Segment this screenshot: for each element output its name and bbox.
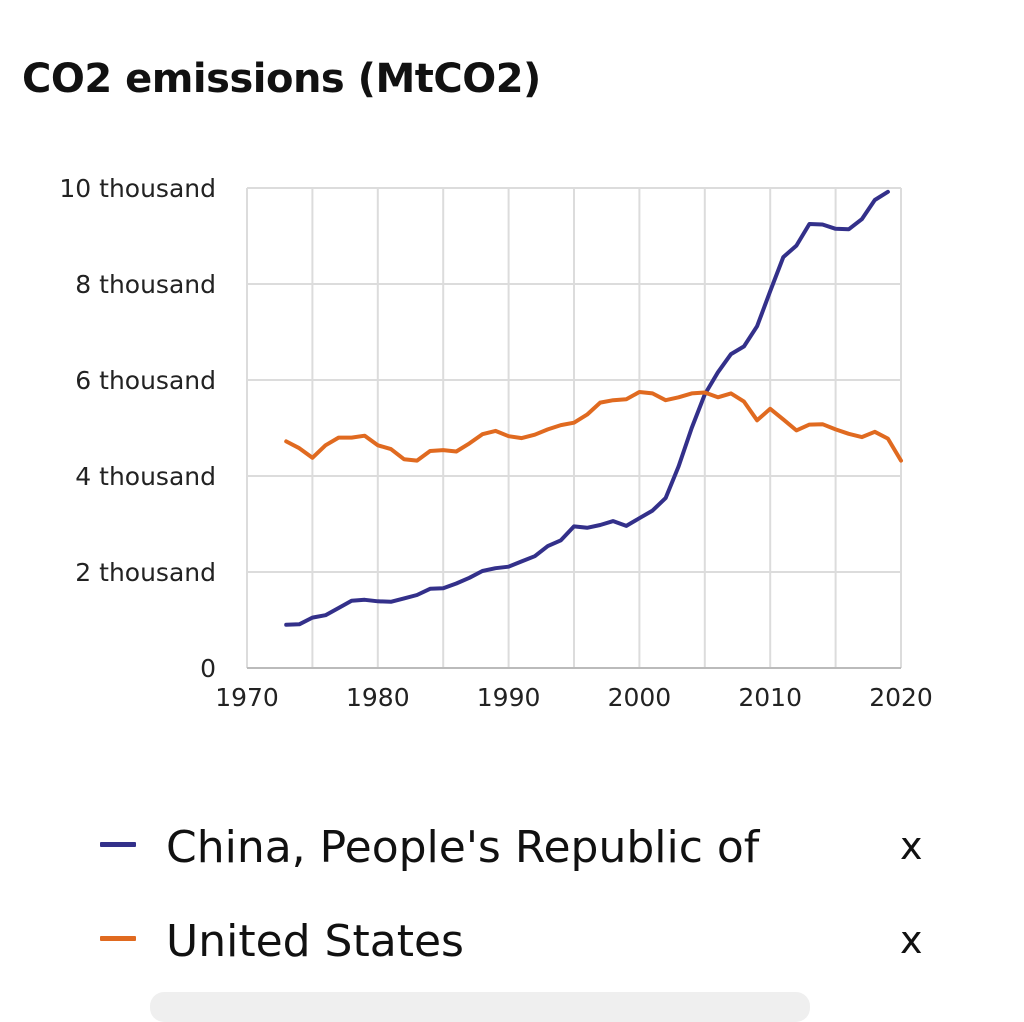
y-tick-label: 4 thousand <box>75 462 216 491</box>
line-chart: 0 2 thousand 4 thousand 6 thousand 8 thousan… <box>59 174 932 712</box>
series-line-china <box>284 189 890 627</box>
y-tick-label: 10 thousand <box>59 174 216 203</box>
y-tick-label: 0 <box>200 654 216 683</box>
axes: 0 2 thousand 4 thousand 6 thousand 8 thousan… <box>59 174 932 712</box>
legend-swatch-china <box>100 842 136 847</box>
y-tick-label: 6 thousand <box>75 366 216 395</box>
legend-item-united-states: United States x <box>100 914 940 1008</box>
x-tick-label: 1990 <box>477 683 541 712</box>
x-tick-label: 1980 <box>346 683 410 712</box>
x-tick-label: 1970 <box>215 683 279 712</box>
series-line-united-states <box>284 390 903 463</box>
x-tick-label: 2020 <box>869 683 933 712</box>
series-lines <box>284 189 903 627</box>
x-tick-label: 2000 <box>608 683 672 712</box>
remove-series-united-states-button[interactable]: x <box>900 918 923 962</box>
chart-title: CO2 emissions (MtCO2) <box>22 56 541 102</box>
next-card <box>150 992 810 1022</box>
x-tick-label: 2010 <box>738 683 802 712</box>
remove-series-china-button[interactable]: x <box>900 824 923 868</box>
y-tick-label: 2 thousand <box>75 558 216 587</box>
legend-swatch-united-states <box>100 936 136 941</box>
legend: China, People's Republic of x United Sta… <box>100 820 940 1008</box>
legend-label-china: China, People's Republic of <box>166 822 760 873</box>
legend-item-china: China, People's Republic of x <box>100 820 940 914</box>
legend-label-united-states: United States <box>166 916 464 967</box>
y-tick-label: 8 thousand <box>75 270 216 299</box>
